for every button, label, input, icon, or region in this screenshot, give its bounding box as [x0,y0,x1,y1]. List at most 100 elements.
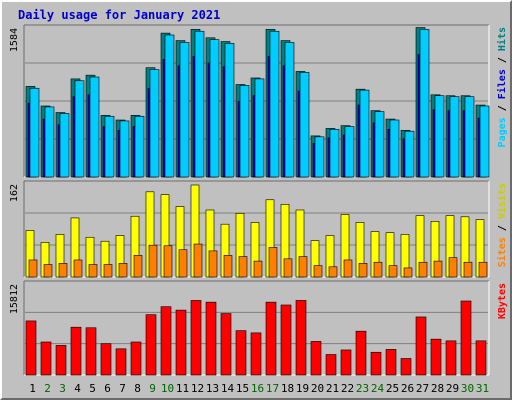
x-tick-label-14: 14 [221,382,235,395]
bar-sites-day-19 [298,256,308,278]
bar-pages-day-6 [104,115,115,178]
bar-sites-day-21 [328,266,338,278]
bar-kbytes-day-21 [325,354,337,376]
bar-sites-day-30 [463,261,473,278]
bar-kbytes-day-26 [400,358,412,376]
x-tick-label-25: 25 [386,382,399,395]
bar-kbytes-day-30 [460,300,472,376]
bar-sites-day-25 [388,265,398,278]
bar-sites-day-28 [433,260,443,278]
bar-sites-day-20 [313,265,323,278]
bar-sites-day-11 [178,249,188,278]
x-tick-label-9: 9 [149,382,156,395]
bar-sites-day-23 [358,263,368,278]
bar-kbytes-day-5 [85,327,97,376]
bar-sites-day-12 [193,243,203,278]
bar-pages-day-31 [479,105,490,178]
bar-pages-day-14 [224,43,235,178]
bar-kbytes-day-9 [145,314,157,376]
bar-sites-day-2 [43,264,53,278]
bar-pages-day-1 [29,87,40,178]
x-tick-label-19: 19 [296,382,309,395]
bar-sites-day-3 [58,263,68,278]
bar-kbytes-day-4 [70,326,82,376]
panel-hits-files-pages: 1584 Pages / Files / Hits [9,24,508,178]
legend-part: / [497,219,508,237]
legend-part: Visits [496,183,508,219]
x-tick-label-23: 23 [356,382,369,395]
bar-pages-day-18 [284,42,295,178]
x-tick-label-30: 30 [461,382,474,395]
bar-sites-day-14 [223,255,233,278]
bar-pages-day-12 [194,30,205,178]
chart-title: Daily usage for January 2021 [18,8,220,22]
bar-sites-day-6 [103,264,113,278]
bar-pages-day-30 [464,96,475,178]
bar-kbytes-day-28 [430,338,442,376]
bar-sites-day-29 [448,257,458,278]
bar-sites-day-1 [28,259,38,278]
bar-kbytes-day-24 [370,351,382,376]
bar-kbytes-day-1 [25,320,37,376]
bar-kbytes-day-17 [265,301,277,376]
bar-sites-day-22 [343,259,353,278]
bar-kbytes-day-27 [415,316,427,376]
bar-kbytes-day-14 [220,313,232,376]
bar-pages-day-21 [329,129,340,178]
bar-sites-day-5 [88,264,98,278]
bar-kbytes-day-3 [55,345,67,376]
bar-kbytes-day-16 [250,332,262,376]
bar-sites-day-26 [403,267,413,278]
x-tick-label-3: 3 [59,382,66,395]
bar-kbytes-day-20 [310,341,322,376]
bar-kbytes-day-10 [160,306,172,376]
bar-pages-day-26 [404,130,415,178]
x-tick-label-28: 28 [431,382,444,395]
bar-kbytes-day-25 [385,349,397,376]
x-tick-label-29: 29 [446,382,459,395]
bar-pages-day-19 [299,72,310,178]
bar-pages-day-23 [359,89,370,178]
bar-pages-day-22 [344,126,355,178]
bar-sites-day-10 [163,245,173,278]
bar-pages-day-4 [74,80,85,178]
x-tick-label-21: 21 [326,382,339,395]
x-tick-label-12: 12 [191,382,204,395]
x-tick-label-1: 1 [29,382,36,395]
x-tick-label-5: 5 [89,382,96,395]
series-legend-label: Sites / Visits [496,183,508,267]
bar-kbytes-day-8 [130,341,142,376]
bar-pages-day-25 [389,119,400,178]
bar-pages-day-16 [254,78,265,178]
legend-part: Hits [496,27,508,51]
bar-pages-day-8 [134,115,145,178]
bar-kbytes-day-22 [340,349,352,376]
bar-pages-day-10 [164,34,175,178]
bar-kbytes-day-13 [205,301,217,376]
x-tick-label-22: 22 [341,382,354,395]
series-legend-label: Pages / Files / Hits [496,27,508,147]
series-legend-label: KBytes [497,283,508,319]
x-tick-label-31: 31 [476,382,489,395]
x-tick-label-8: 8 [134,382,141,395]
bar-sites-day-18 [283,258,293,278]
x-tick-label-18: 18 [281,382,294,395]
legend-part: Pages [497,117,508,147]
bar-pages-day-2 [44,106,55,178]
bar-sites-day-7 [118,263,128,278]
bar-pages-day-27 [419,29,430,178]
panel-kbytes: 15812 KBytes [9,280,508,376]
bar-kbytes-day-12 [190,300,202,376]
bar-sites-day-17 [268,247,278,278]
x-tick-label-15: 15 [236,382,249,395]
bar-kbytes-day-19 [295,300,307,376]
x-tick-label-13: 13 [206,382,219,395]
bar-kbytes-day-23 [355,330,367,376]
bar-sites-day-4 [73,259,83,278]
bar-pages-day-28 [434,95,445,178]
bar-pages-day-3 [59,113,70,178]
x-tick-label-24: 24 [371,382,385,395]
bar-pages-day-17 [269,30,280,178]
bar-pages-day-13 [209,39,220,178]
